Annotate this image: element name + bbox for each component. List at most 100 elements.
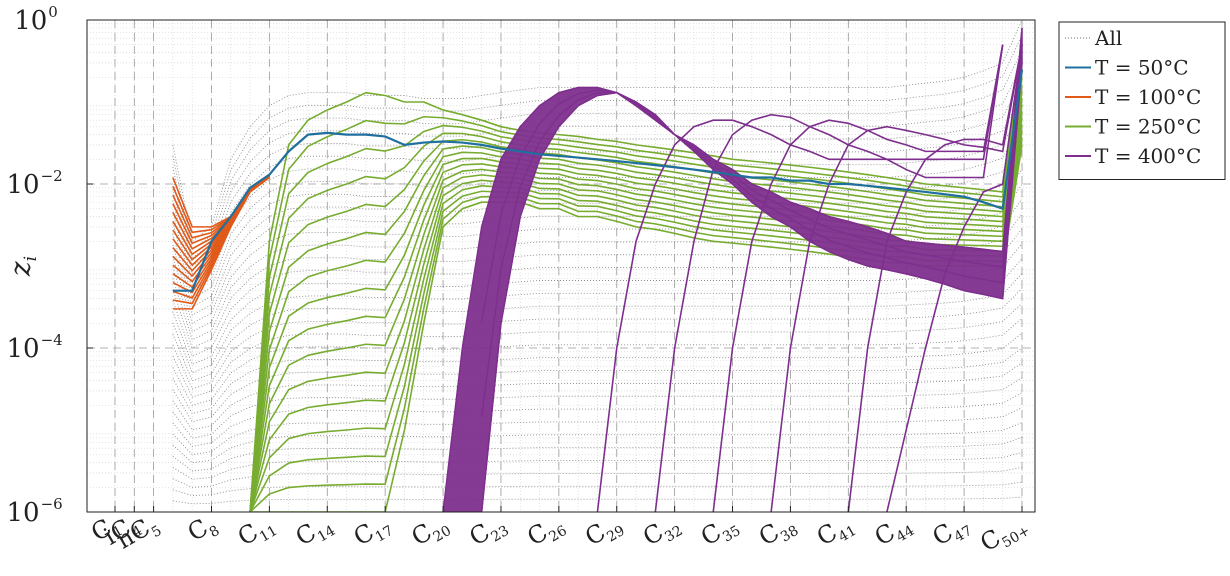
series-line — [249, 51, 1023, 512]
series-line — [172, 392, 1023, 447]
x-tick-subscript: 32 — [662, 523, 685, 546]
legend-label: T = 50°C — [1095, 56, 1189, 80]
series-line — [249, 104, 1023, 512]
x-tick-label: C44 — [870, 509, 917, 555]
x-tick-subscript: 26 — [546, 523, 570, 546]
series-line — [172, 153, 1023, 316]
x-tick-subscript: 50+ — [999, 523, 1033, 552]
x-tick-label: C20 — [407, 509, 454, 555]
svg-text:C44: C44 — [870, 509, 917, 555]
plot-frame — [86, 19, 1036, 513]
svg-text:C35: C35 — [696, 509, 743, 555]
series-line — [172, 496, 1023, 505]
x-tick-subscript: 11 — [257, 523, 280, 546]
x-tick-subscript: 44 — [894, 523, 918, 546]
y-axis-label: zi — [4, 256, 41, 277]
series-line — [249, 84, 1023, 512]
series-line — [249, 77, 1023, 512]
x-tick-subscript: 23 — [489, 523, 512, 546]
x-tick-label: C32 — [638, 509, 685, 555]
series-line — [596, 44, 1004, 512]
x-tick-label: C38 — [754, 509, 801, 555]
series-line — [480, 51, 1023, 418]
y-axis-title-subscript: i — [21, 256, 41, 261]
legend-label: T = 400°C — [1095, 144, 1201, 168]
x-tick-label: C47 — [928, 509, 975, 555]
y-tick-base: 10 — [14, 6, 47, 36]
x-tick-label: C14 — [291, 509, 338, 555]
series-line — [172, 258, 1023, 374]
legend-entry: T = 100°C — [1065, 85, 1201, 109]
y-axis-title: zi — [4, 256, 41, 277]
legend: All T = 50°C T = 100°C T = 250°C T = 400°C — [1058, 21, 1226, 180]
y-axis-title-base: z — [4, 261, 37, 277]
series-line — [172, 437, 1023, 472]
svg-text:C26: C26 — [522, 509, 569, 555]
series-t-50-c — [172, 69, 1024, 292]
series-line — [770, 44, 1023, 512]
series-line — [480, 39, 1023, 323]
svg-text:C20: C20 — [407, 509, 454, 555]
svg-text:C29: C29 — [580, 509, 627, 555]
legend-entry: T = 50°C — [1065, 56, 1189, 80]
series-line — [172, 243, 1023, 365]
svg-text:C23: C23 — [465, 509, 512, 555]
series-line — [480, 62, 1023, 512]
series-line — [172, 362, 1023, 431]
y-tick-exponent: −2 — [41, 167, 63, 185]
series-line — [172, 317, 1023, 406]
x-tick-subscript: 47 — [952, 523, 975, 546]
series-layer — [172, 20, 1024, 512]
series-line — [172, 69, 1024, 292]
legend-entry: T = 250°C — [1065, 115, 1201, 139]
x-tick-label: C41 — [812, 518, 859, 551]
series-line — [172, 34, 1023, 250]
series-line — [172, 288, 1023, 390]
x-tick-subscript: 41 — [836, 523, 859, 546]
legend-label: All — [1094, 26, 1122, 50]
y-tick-label: 10 −2 — [7, 167, 63, 200]
x-tick-subscript: 35 — [720, 523, 743, 546]
series-line — [172, 332, 1023, 415]
y-tick-base: 10 — [7, 498, 40, 528]
svg-text:C47: C47 — [928, 509, 975, 555]
series-line — [172, 94, 1023, 283]
x-tick-label: C11 — [233, 518, 280, 551]
series-line — [172, 466, 1023, 488]
y-tick-base: 10 — [7, 334, 40, 364]
series-line — [249, 64, 1023, 512]
svg-text:C38: C38 — [754, 509, 801, 555]
svg-text:zi: zi — [4, 256, 41, 277]
series-line — [249, 111, 1023, 512]
series-line — [172, 481, 1023, 497]
svg-text:C50+: C50+ — [975, 509, 1033, 561]
y-tick-exponent: −6 — [41, 495, 63, 513]
series-t-400-c — [442, 27, 1023, 512]
svg-text:C14: C14 — [291, 509, 338, 555]
x-tick-label: C8 — [183, 509, 223, 550]
y-tick-label: 10 −4 — [7, 331, 63, 364]
svg-text:C32: C32 — [638, 509, 685, 555]
series-line — [172, 377, 1023, 439]
svg-text:C8: C8 — [183, 509, 223, 550]
y-tick-exponent: 0 — [48, 3, 58, 21]
x-tick-subscript: 20 — [431, 523, 454, 546]
legend-entry: All — [1065, 26, 1122, 50]
series-line — [249, 57, 1023, 512]
x-tick-label: C29 — [580, 509, 627, 555]
x-tick-label: C35 — [696, 509, 743, 555]
series-line — [172, 451, 1023, 480]
series-line — [480, 27, 1023, 253]
series-line — [712, 44, 1004, 512]
x-tick-subscript: 14 — [315, 523, 339, 546]
x-tick-label: C17 — [349, 518, 396, 551]
series-line — [249, 44, 1023, 512]
x-tick-subscript: 29 — [604, 523, 627, 546]
series-line — [172, 109, 1023, 291]
series-line — [847, 44, 1023, 512]
legend-label: T = 100°C — [1095, 85, 1201, 109]
series-line — [172, 422, 1023, 464]
series-line — [249, 91, 1023, 512]
